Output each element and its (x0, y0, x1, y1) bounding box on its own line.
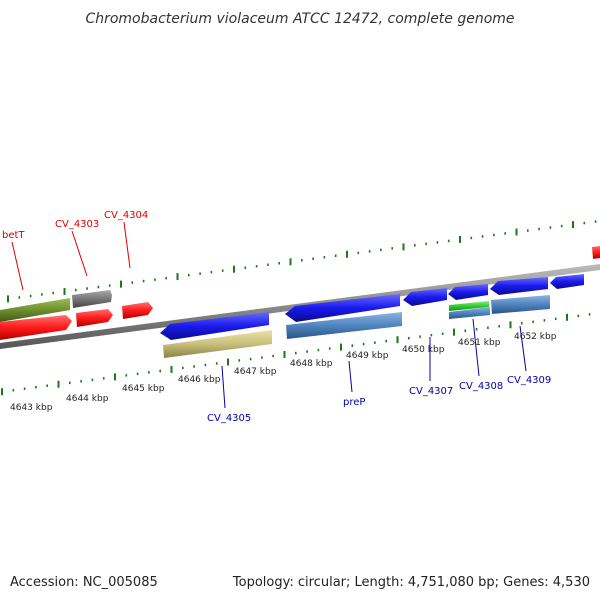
gene-olive (0, 298, 70, 322)
gene-gray (72, 290, 112, 308)
leader-betT (11, 241, 24, 291)
gene-green (449, 301, 489, 311)
leader-cv4308 (472, 318, 480, 377)
leader-cv4309 (519, 325, 527, 372)
gene-label-cv4305: CV_4305 (207, 413, 251, 424)
scale-label: 4643 kbp (10, 403, 53, 413)
scale-label: 4652 kbp (514, 332, 557, 342)
accession-text: Accession: NC_005085 (10, 575, 158, 590)
gene-red-1 (0, 315, 72, 340)
forward-genes (0, 246, 600, 340)
scale-label: 4650 kbp (402, 345, 445, 355)
gene-label-betT: betT (2, 230, 25, 241)
gene-steel-2 (449, 307, 490, 319)
gene-labels: betT CV_4303 CV_4304 CV_4305 preP CV_430… (2, 210, 551, 424)
gene-red-edge (592, 246, 600, 259)
gene-blue-6 (550, 274, 584, 289)
scale-label: 4651 kbp (458, 338, 501, 348)
gene-steel-1 (286, 312, 402, 339)
leader-cv4305 (221, 365, 226, 409)
leader-cv4303 (71, 230, 88, 277)
gene-label-cv4304: CV_4304 (104, 210, 148, 221)
reverse-genes (160, 274, 584, 358)
gene-red-2 (76, 309, 113, 327)
gene-label-cv4303: CV_4303 (55, 219, 99, 230)
gene-steel-3 (491, 295, 550, 314)
gene-label-preP: preP (343, 397, 365, 408)
leader-preP (348, 360, 353, 393)
scale-label: 4645 kbp (122, 384, 165, 394)
leader-cv4304 (123, 221, 131, 269)
scale-labels: 4643 kbp 4644 kbp 4645 kbp 4646 kbp 4647… (10, 332, 557, 413)
gene-red-3 (122, 302, 153, 319)
gene-blue-1 (160, 312, 269, 340)
gene-blue-2 (285, 294, 400, 322)
scale-label: 4649 kbp (346, 351, 389, 361)
gene-blue-5 (490, 277, 548, 295)
gene-blue-3 (403, 288, 447, 306)
scale-label: 4644 kbp (66, 394, 109, 404)
scale-label: 4647 kbp (234, 367, 277, 377)
upper-tick-row (7, 220, 597, 303)
gene-label-cv4307: CV_4307 (409, 386, 453, 397)
leader-lines (11, 221, 527, 409)
gene-blue-4 (448, 284, 488, 300)
summary-text: Topology: circular; Length: 4,751,080 bp… (232, 575, 590, 590)
scale-label: 4648 kbp (290, 359, 333, 369)
map-title: Chromobacterium violaceum ATCC 12472, co… (85, 11, 514, 27)
gene-label-cv4309: CV_4309 (507, 375, 551, 386)
gene-khaki (163, 330, 272, 358)
gene-label-cv4308: CV_4308 (459, 381, 503, 392)
lower-tick-row (1, 313, 591, 396)
scale-label: 4646 kbp (178, 375, 221, 385)
